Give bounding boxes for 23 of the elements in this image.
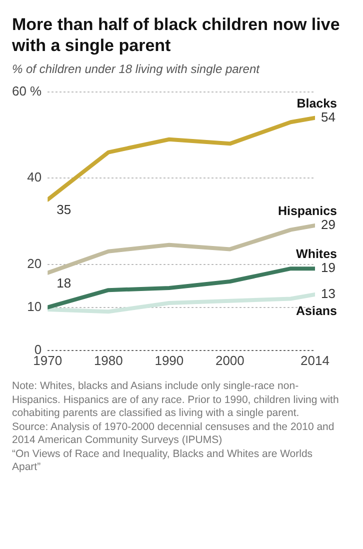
data-label: 18 [56,275,72,290]
y-tick-label: 60 % [12,84,42,99]
data-label: 35 [56,202,72,218]
x-tick-label: 1980 [94,352,123,368]
y-tick-label: 20 [27,256,42,271]
data-label: 13 [321,286,336,301]
y-tick-label: 40 [27,170,42,185]
data-label: 54 [321,109,336,124]
data-label: 19 [321,260,336,276]
text: Note: Whites, blacks and Asians include only single-race non-Hispanics. Hispanics are of any race. Prior to 1990, children living with cohabiting parents are classified as living with a single parent. [12,380,340,420]
series-label: Whites [296,247,338,262]
chart-title: More than half of black children now live with a single parent [12,14,341,56]
text: “On Views of Race and Inequality, Blacks and Whites are Worlds Apart” [12,448,314,474]
series-label: Blacks [296,96,338,110]
x-tick-label: 2000 [215,352,244,368]
x-tick-label: 1990 [154,352,184,368]
source-note: Source: Analysis of 1970-2000 decennial censuses and the 2010 and 2014 American Community Surveys (IPUMS) [12,420,336,448]
data-label: 29 [321,217,336,232]
chart-subtitle: % of children under 18 living with single parent [12,62,261,76]
series-label: Hispanics [278,204,338,218]
y-tick-label: 10 [27,298,42,314]
x-tick-label: 2014 [300,352,330,368]
series-label: Asians [296,304,338,318]
